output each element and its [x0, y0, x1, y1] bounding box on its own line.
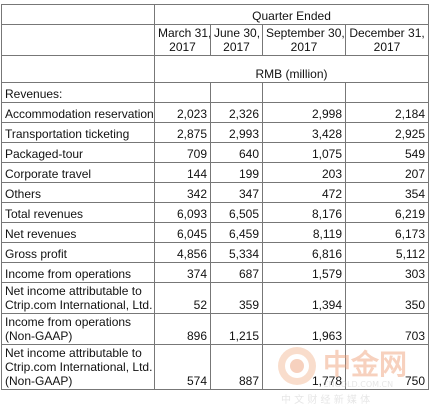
row-label: Net revenues [1, 222, 155, 243]
cell: 6,219 [344, 202, 430, 223]
column-header: June 30, 2017 [210, 24, 263, 56]
cell: 374 [154, 262, 211, 283]
cell: 2,184 [344, 102, 430, 123]
cell: 52 [154, 282, 211, 314]
cell: 6,459 [210, 222, 263, 243]
table-row: Net revenues 6,045 6,459 8,119 6,173 [1, 222, 430, 243]
corner-cell [1, 4, 155, 25]
cell: 350 [344, 282, 430, 314]
cell: 1,215 [210, 313, 263, 345]
cell: 6,505 [210, 202, 263, 223]
table-row: Corporate travel 144 199 203 207 [1, 162, 430, 183]
cell: 574 [154, 344, 211, 390]
cell: 2,925 [344, 122, 430, 143]
corner-cell [1, 55, 155, 83]
cell: 342 [154, 182, 211, 203]
table-row: Net income attributable to Ctrip.com Inte… [1, 282, 430, 314]
cell: 1,963 [262, 313, 346, 345]
column-header: December 31, 2017 [344, 24, 430, 56]
cell: 2,998 [262, 102, 346, 123]
cell: 887 [210, 344, 263, 390]
unit-header: RMB (million) [153, 55, 430, 83]
table-row: Packaged-tour 709 640 1,075 549 [1, 142, 430, 163]
table-row: Gross profit 4,856 5,334 6,816 5,112 [1, 242, 430, 263]
cell: 144 [154, 162, 211, 183]
cell: 1,075 [262, 142, 346, 163]
cell: 2,993 [210, 122, 263, 143]
row-label: Corporate travel [1, 162, 155, 183]
cell: 8,119 [262, 222, 346, 243]
cell: 6,173 [344, 222, 430, 243]
table-row: Accommodation reservation 2,023 2,326 2,… [1, 102, 430, 123]
cell: 354 [344, 182, 430, 203]
cell: 2,023 [154, 102, 211, 123]
cell: 6,093 [154, 202, 211, 223]
column-header: March 31, 2017 [154, 24, 211, 56]
cell: 5,334 [210, 242, 263, 263]
table-row: Transportation ticketing 2,875 2,993 3,4… [1, 122, 430, 143]
watermark-tagline: 中 文 财 经 新 媒 体 [281, 393, 370, 406]
cell: 1,394 [262, 282, 346, 314]
cell: 303 [344, 262, 430, 283]
cell: 359 [210, 282, 263, 314]
row-label: Total revenues [1, 202, 155, 223]
row-label: Income from operations [1, 262, 155, 283]
cell: 1,778 [262, 344, 346, 390]
cell: 8,176 [262, 202, 346, 223]
row-label: Transportation ticketing [1, 122, 155, 143]
table-row: Income from operations 374 687 1,579 303 [1, 262, 430, 283]
cell: 2,875 [154, 122, 211, 143]
cell: 750 [344, 344, 430, 390]
cell: 549 [344, 142, 430, 163]
corner-cell [1, 24, 155, 56]
cell: 703 [344, 313, 430, 345]
row-label: Net income attributable to Ctrip.com Inte… [1, 344, 155, 390]
cell: 2,326 [210, 102, 263, 123]
row-label: Gross profit [1, 242, 155, 263]
cell: 5,112 [344, 242, 430, 263]
table-row: Others 342 347 472 354 [1, 182, 430, 203]
cell: 199 [210, 162, 263, 183]
cell: 347 [210, 182, 263, 203]
cell: 687 [210, 262, 263, 283]
row-label: Net income attributable to Ctrip.com Inte… [1, 282, 155, 314]
cell: 3,428 [262, 122, 346, 143]
cell: 709 [154, 142, 211, 163]
cell: 4,856 [154, 242, 211, 263]
cell: 896 [154, 313, 211, 345]
cell: 203 [262, 162, 346, 183]
row-label: Packaged-tour [1, 142, 155, 163]
table-row: Total revenues 6,093 6,505 8,176 6,219 [1, 202, 430, 223]
row-label: Accommodation reservation [1, 102, 155, 123]
cell: 6,045 [154, 222, 211, 243]
row-label: Income from operations (Non-GAAP) [1, 313, 155, 345]
section-label: Revenues: [1, 82, 155, 103]
cell: 207 [344, 162, 430, 183]
financial-table: Quarter Ended March 31, 2017 June 30, 2017… [1, 4, 430, 390]
cell: 472 [262, 182, 346, 203]
cell: 6,816 [262, 242, 346, 263]
cell: 1,579 [262, 262, 346, 283]
table-row: Income from operations (Non-GAAP) 896 1,2… [1, 313, 430, 345]
row-label: Others [1, 182, 155, 203]
cell: 640 [210, 142, 263, 163]
column-header: September 30, 2017 [262, 24, 346, 56]
quarter-ended-header: Quarter Ended [153, 4, 430, 25]
table-row: Net income attributable to Ctrip.com Inte… [1, 344, 430, 390]
